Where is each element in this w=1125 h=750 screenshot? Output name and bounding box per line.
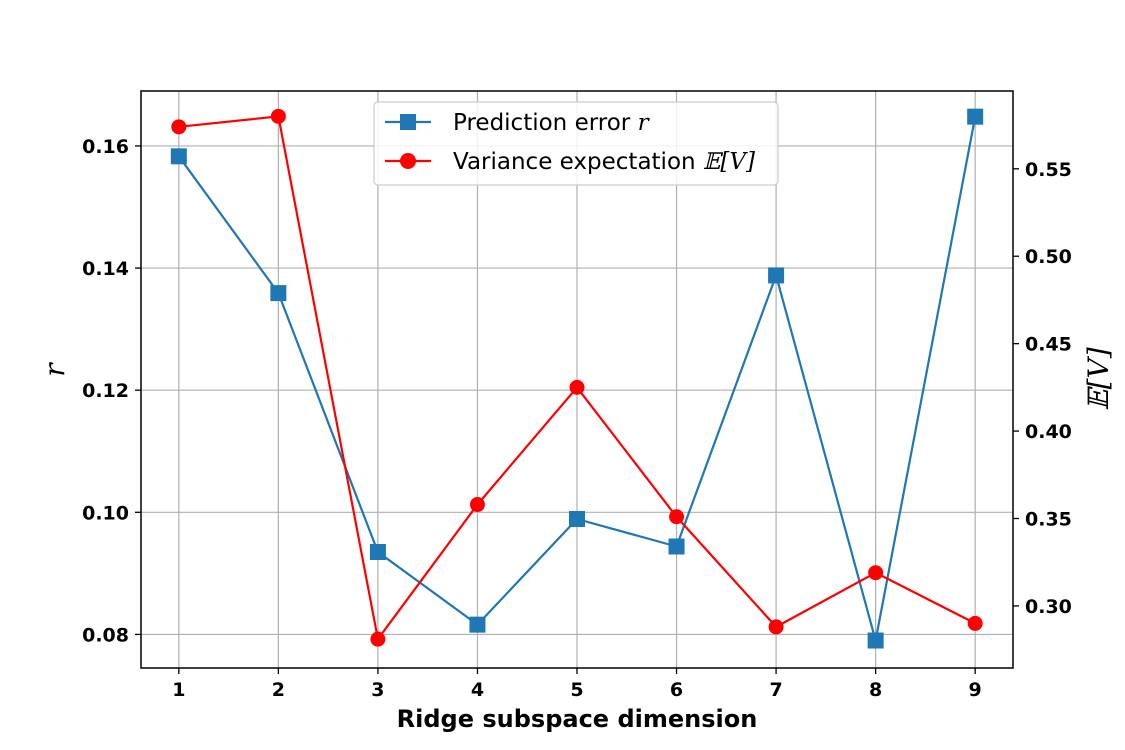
left-y-tick-label: 0.08 — [82, 624, 129, 646]
right-y-tick-label: 0.45 — [1025, 334, 1072, 356]
data-point-variance-expectation — [768, 619, 784, 635]
legend-label-prediction-error-symbol: r — [638, 110, 651, 136]
right-y-tick-label: 0.55 — [1025, 159, 1072, 181]
x-axis-title: Ridge subspace dimension — [397, 705, 758, 733]
legend-label-variance-expectation: Variance expectation 𝔼[V] — [453, 149, 755, 175]
data-point-prediction-error — [369, 543, 386, 560]
legend-entry-variance-expectation: Variance expectation 𝔼[V] — [385, 149, 755, 175]
legend-entry-prediction-error: Prediction error r — [385, 110, 651, 136]
legend-square-marker — [400, 114, 416, 130]
data-point-prediction-error — [768, 267, 785, 284]
data-point-prediction-error — [569, 511, 585, 528]
data-point-variance-expectation — [868, 565, 884, 581]
left-y-axis-title: r — [38, 362, 71, 377]
x-tick-label: 8 — [869, 679, 882, 701]
x-tick-label: 1 — [172, 679, 185, 701]
left-y-tick-label: 0.16 — [82, 136, 129, 158]
x-tick-label: 3 — [371, 679, 384, 701]
data-point-prediction-error — [668, 538, 685, 555]
legend-label-prediction-error-prefix: Prediction error — [453, 110, 638, 136]
legend-circle-marker — [400, 153, 416, 169]
legend-box — [373, 101, 779, 186]
data-point-variance-expectation — [469, 497, 485, 513]
right-y-axis-title: 𝔼[V] — [1082, 347, 1115, 410]
data-point-variance-expectation — [669, 509, 685, 525]
tick-layer: 1 2 3 4 5 6 7 8 9 0.08 0.10 0.12 0.14 0.16 0.30 0.35 0.4… — [82, 136, 1072, 701]
right-y-tick-label: 0.35 — [1025, 509, 1072, 531]
data-point-variance-expectation — [270, 108, 286, 124]
series-layer — [170, 108, 984, 649]
data-point-variance-expectation — [967, 615, 983, 631]
x-tick-label: 6 — [670, 679, 683, 701]
x-tick-label: 9 — [969, 679, 982, 701]
data-point-prediction-error — [170, 148, 187, 165]
right-y-tick-label: 0.30 — [1025, 596, 1072, 618]
legend-label-variance-expectation-prefix: Variance expectation — [453, 149, 703, 175]
data-point-prediction-error — [867, 632, 884, 649]
x-tick-label: 7 — [769, 679, 782, 701]
legend-label-variance-expectation-symbol: 𝔼[V] — [703, 149, 755, 175]
left-y-tick-label: 0.12 — [82, 380, 129, 402]
data-point-variance-expectation — [569, 379, 585, 395]
data-point-variance-expectation — [370, 631, 386, 647]
data-point-prediction-error — [270, 285, 287, 302]
legend: Prediction error r Variance expectation … — [373, 101, 779, 186]
left-y-tick-label: 0.10 — [82, 502, 129, 524]
data-point-prediction-error — [967, 108, 984, 125]
legend-label-prediction-error: Prediction error r — [453, 110, 651, 136]
x-tick-label: 2 — [272, 679, 285, 701]
data-point-prediction-error — [469, 616, 486, 633]
x-tick-label: 5 — [570, 679, 583, 701]
right-y-tick-label: 0.50 — [1025, 246, 1072, 268]
data-point-variance-expectation — [171, 119, 187, 135]
right-y-tick-label: 0.40 — [1025, 421, 1072, 443]
left-y-tick-label: 0.14 — [82, 258, 129, 280]
x-tick-label: 4 — [471, 679, 484, 701]
